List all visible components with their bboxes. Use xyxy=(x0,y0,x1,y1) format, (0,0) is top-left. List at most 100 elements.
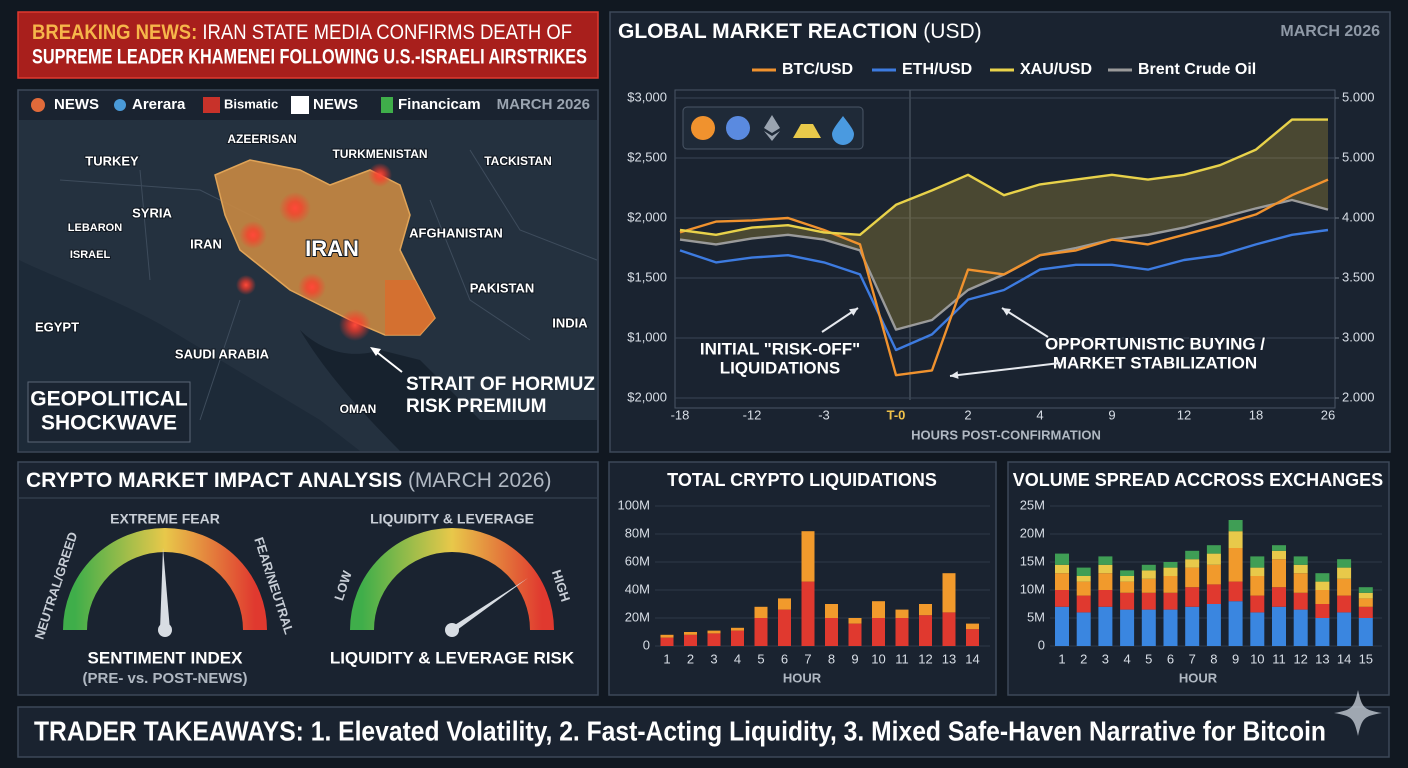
x-tick-label: 3 xyxy=(710,651,717,666)
annotation: INITIAL "RISK-OFF" xyxy=(700,339,860,358)
headline-line: IRAN STATE MEDIA CONFIRMS DEATH OF xyxy=(202,21,572,44)
y-tick-label: $2,000 xyxy=(627,389,667,404)
x-tick-label: 10 xyxy=(1250,651,1264,666)
bar-segment xyxy=(1206,584,1221,604)
bar-segment xyxy=(1141,578,1156,593)
bar-segment xyxy=(1315,590,1330,604)
x-tick-label: 9 xyxy=(1108,407,1115,422)
impact-panel xyxy=(17,461,599,696)
x-tick-label: 4 xyxy=(1123,651,1130,666)
bar-segment xyxy=(919,615,932,646)
bar-segment xyxy=(1055,606,1069,646)
chart-title: GLOBAL MARKET REACTION (USD) xyxy=(618,20,982,43)
legend-label: BTC/USD xyxy=(782,61,853,78)
bar-segment xyxy=(1076,612,1091,646)
section-title: CRYPTO MARKET IMPACT ANALYSIS (MARCH 202… xyxy=(26,469,551,492)
annotation: MARKET STABILIZATION xyxy=(1053,353,1257,372)
annotation-arrow xyxy=(949,362,1061,377)
bar-segment xyxy=(1358,587,1373,593)
x-tick-label: 8 xyxy=(828,651,835,666)
annotation-arrowhead xyxy=(849,308,858,316)
bar-segment xyxy=(1163,567,1178,576)
x-tick-label: 13 xyxy=(942,651,956,666)
line-panel xyxy=(609,11,1391,453)
x-tick-label: 10 xyxy=(871,651,885,666)
coin-icon xyxy=(726,116,750,140)
bar-segment xyxy=(1141,570,1156,579)
gauge-needle xyxy=(160,548,170,630)
chart-title-main: GLOBAL MARKET REACTION xyxy=(618,20,917,43)
bar-segment xyxy=(1163,576,1178,593)
bar-segment xyxy=(1185,587,1200,607)
y-tick-label: 5M xyxy=(1027,609,1045,624)
bar-segment xyxy=(1228,548,1243,582)
strike-point xyxy=(298,273,326,301)
bar-segment xyxy=(1315,573,1330,582)
bar-segment xyxy=(731,630,744,646)
bar-segment xyxy=(1250,595,1265,613)
bar-segment xyxy=(801,531,815,582)
y2-tick-label: 2.000 xyxy=(1342,389,1375,404)
bar-segment xyxy=(684,632,697,635)
bar-segment xyxy=(1163,592,1178,610)
section-subtitle: (MARCH 2026) xyxy=(408,469,552,492)
bar-segment xyxy=(1293,609,1308,646)
x-tick-label: 12 xyxy=(1177,407,1191,422)
x-tick-label: 1 xyxy=(663,651,670,666)
bar-segment xyxy=(1272,587,1286,607)
badge-text: GEOPOLITICAL xyxy=(30,388,188,411)
footer-panel xyxy=(17,706,1390,758)
x-tick-label: 2 xyxy=(1080,651,1087,666)
bar-segment xyxy=(1120,581,1135,593)
bar-segment xyxy=(1185,559,1200,568)
x-tick-label: -12 xyxy=(743,407,762,422)
bar-segment xyxy=(1315,604,1330,618)
x-tick-label: 11 xyxy=(1272,651,1286,666)
map-label: PAKISTAN xyxy=(470,280,535,295)
y-tick-label: $2,000 xyxy=(627,209,667,224)
strike-point xyxy=(279,192,311,224)
map-label: SYRIA xyxy=(132,205,172,220)
y2-tick-label: 3.000 xyxy=(1342,329,1375,344)
x-axis-label: HOURS POST-CONFIRMATION xyxy=(911,427,1101,442)
x-tick-label: 3 xyxy=(1102,651,1109,666)
x-tick-label: 4 xyxy=(734,651,741,666)
bar-segment xyxy=(1076,595,1091,613)
y2-tick-label: 3.500 xyxy=(1342,269,1375,284)
bar-segment xyxy=(825,618,838,646)
gauge-arc xyxy=(350,528,554,631)
bar-segment xyxy=(1141,592,1156,610)
x-tick-label: T-0 xyxy=(887,407,906,422)
section-title-main: CRYPTO MARKET IMPACT ANALYSIS xyxy=(26,469,402,492)
y-tick-label: 10M xyxy=(1020,581,1045,596)
bar-segment xyxy=(1098,590,1113,607)
map-label: AZEERISAN xyxy=(227,132,296,146)
iran-region xyxy=(385,280,435,335)
x-tick-label: 13 xyxy=(1315,651,1329,666)
annotation: OPPORTUNISTIC BUYING / xyxy=(1045,334,1265,353)
y-tick-label: $1,500 xyxy=(627,269,667,284)
headline-line: SUPREME LEADER KHAMENEI FOLLOWING U.S.-I… xyxy=(32,46,587,69)
gauge-hub xyxy=(445,623,459,637)
bar-segment xyxy=(778,609,791,646)
x-tick-label: 12 xyxy=(1293,651,1307,666)
bar-segment xyxy=(660,637,674,646)
annotation: LIQUIDATIONS xyxy=(720,358,841,377)
callout-text: RISK PREMIUM xyxy=(406,396,546,417)
x-tick-label: 6 xyxy=(781,651,788,666)
badge xyxy=(27,381,191,443)
series-line xyxy=(679,178,1329,377)
source: Bismatic xyxy=(224,96,278,111)
bar-segment xyxy=(966,629,979,646)
map-water xyxy=(300,330,597,451)
bar-segment xyxy=(707,630,721,634)
source-icon xyxy=(31,98,45,112)
gauge-hub xyxy=(158,623,172,637)
map-label: TURKEY xyxy=(85,153,139,168)
source: NEWS xyxy=(313,96,358,113)
footer-text: TRADER TAKEAWAYS: 1. Elevated Volatility… xyxy=(34,715,1326,746)
bar-segment xyxy=(1293,573,1308,593)
x-tick-label: 1 xyxy=(1058,651,1065,666)
bar-segment xyxy=(1076,567,1091,576)
bar-segment xyxy=(1076,576,1091,582)
